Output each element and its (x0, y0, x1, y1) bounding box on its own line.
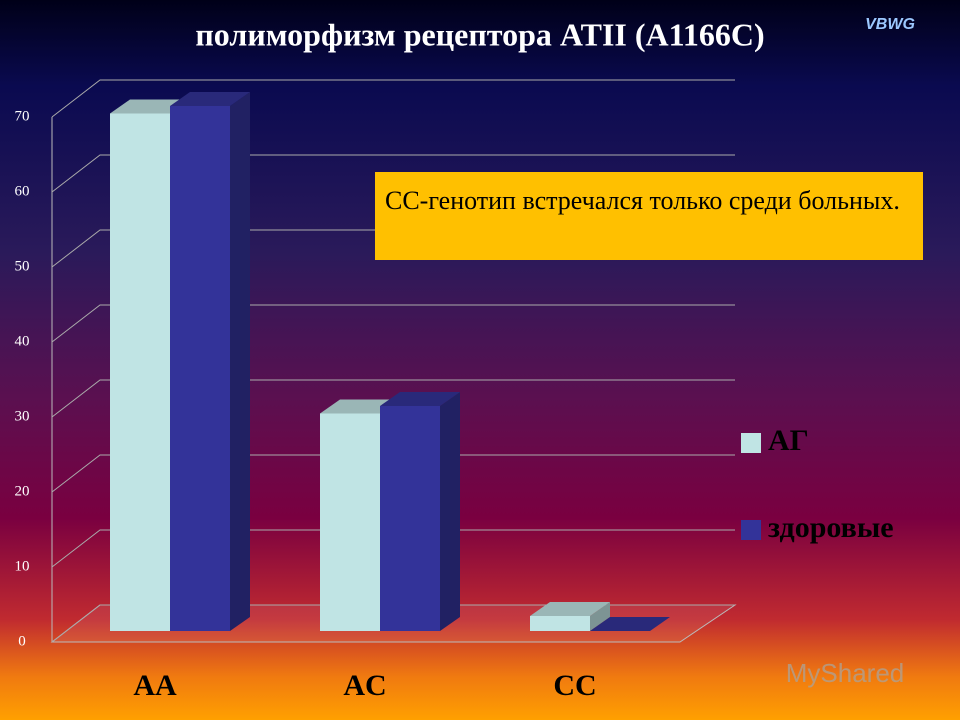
bar-front (530, 616, 590, 631)
bar-side (230, 92, 250, 631)
x-tick-label: AA (133, 669, 177, 702)
brand: VBWG (865, 16, 915, 33)
legend-label: АГ (768, 424, 809, 457)
y-tick-label: 0 (18, 633, 26, 649)
grid-line (51, 79, 735, 118)
bar-front (110, 113, 170, 631)
grid-line (51, 529, 735, 568)
bar (380, 392, 460, 631)
bar-top (590, 617, 670, 631)
bar-top (530, 602, 610, 616)
bar-front (170, 106, 230, 631)
bar (530, 602, 610, 631)
y-tick-label: 30 (15, 408, 30, 424)
chart-title: полиморфизм рецептора ATII (A1166C) (195, 16, 764, 52)
legend-label: здоровые (768, 511, 894, 544)
x-tick-label: CC (553, 669, 596, 702)
x-tick-label: AC (343, 669, 386, 702)
grid-line (51, 454, 735, 493)
legend-swatch (741, 520, 761, 540)
bar-side (440, 392, 460, 631)
bar-front (320, 413, 380, 631)
grid-line (51, 154, 735, 193)
y-tick-label: 70 (15, 108, 30, 124)
legend-swatch (741, 433, 761, 453)
grid-line (51, 604, 735, 643)
bar-top (380, 392, 460, 406)
annotation: CC-генотип встречался только среди больн… (375, 172, 923, 260)
y-tick-label: 20 (15, 483, 30, 499)
grid-line (51, 379, 735, 418)
y-tick-label: 10 (15, 558, 30, 574)
grid-line (51, 304, 735, 343)
bar-side (590, 602, 610, 631)
bar-top (170, 92, 250, 106)
bar (590, 617, 670, 631)
y-tick-label: 50 (15, 258, 30, 274)
watermark: MyShared (786, 658, 905, 688)
bar (170, 92, 250, 631)
y-tick-label: 60 (15, 183, 30, 199)
bar-front (380, 406, 440, 631)
y-tick-label: 40 (15, 333, 30, 349)
